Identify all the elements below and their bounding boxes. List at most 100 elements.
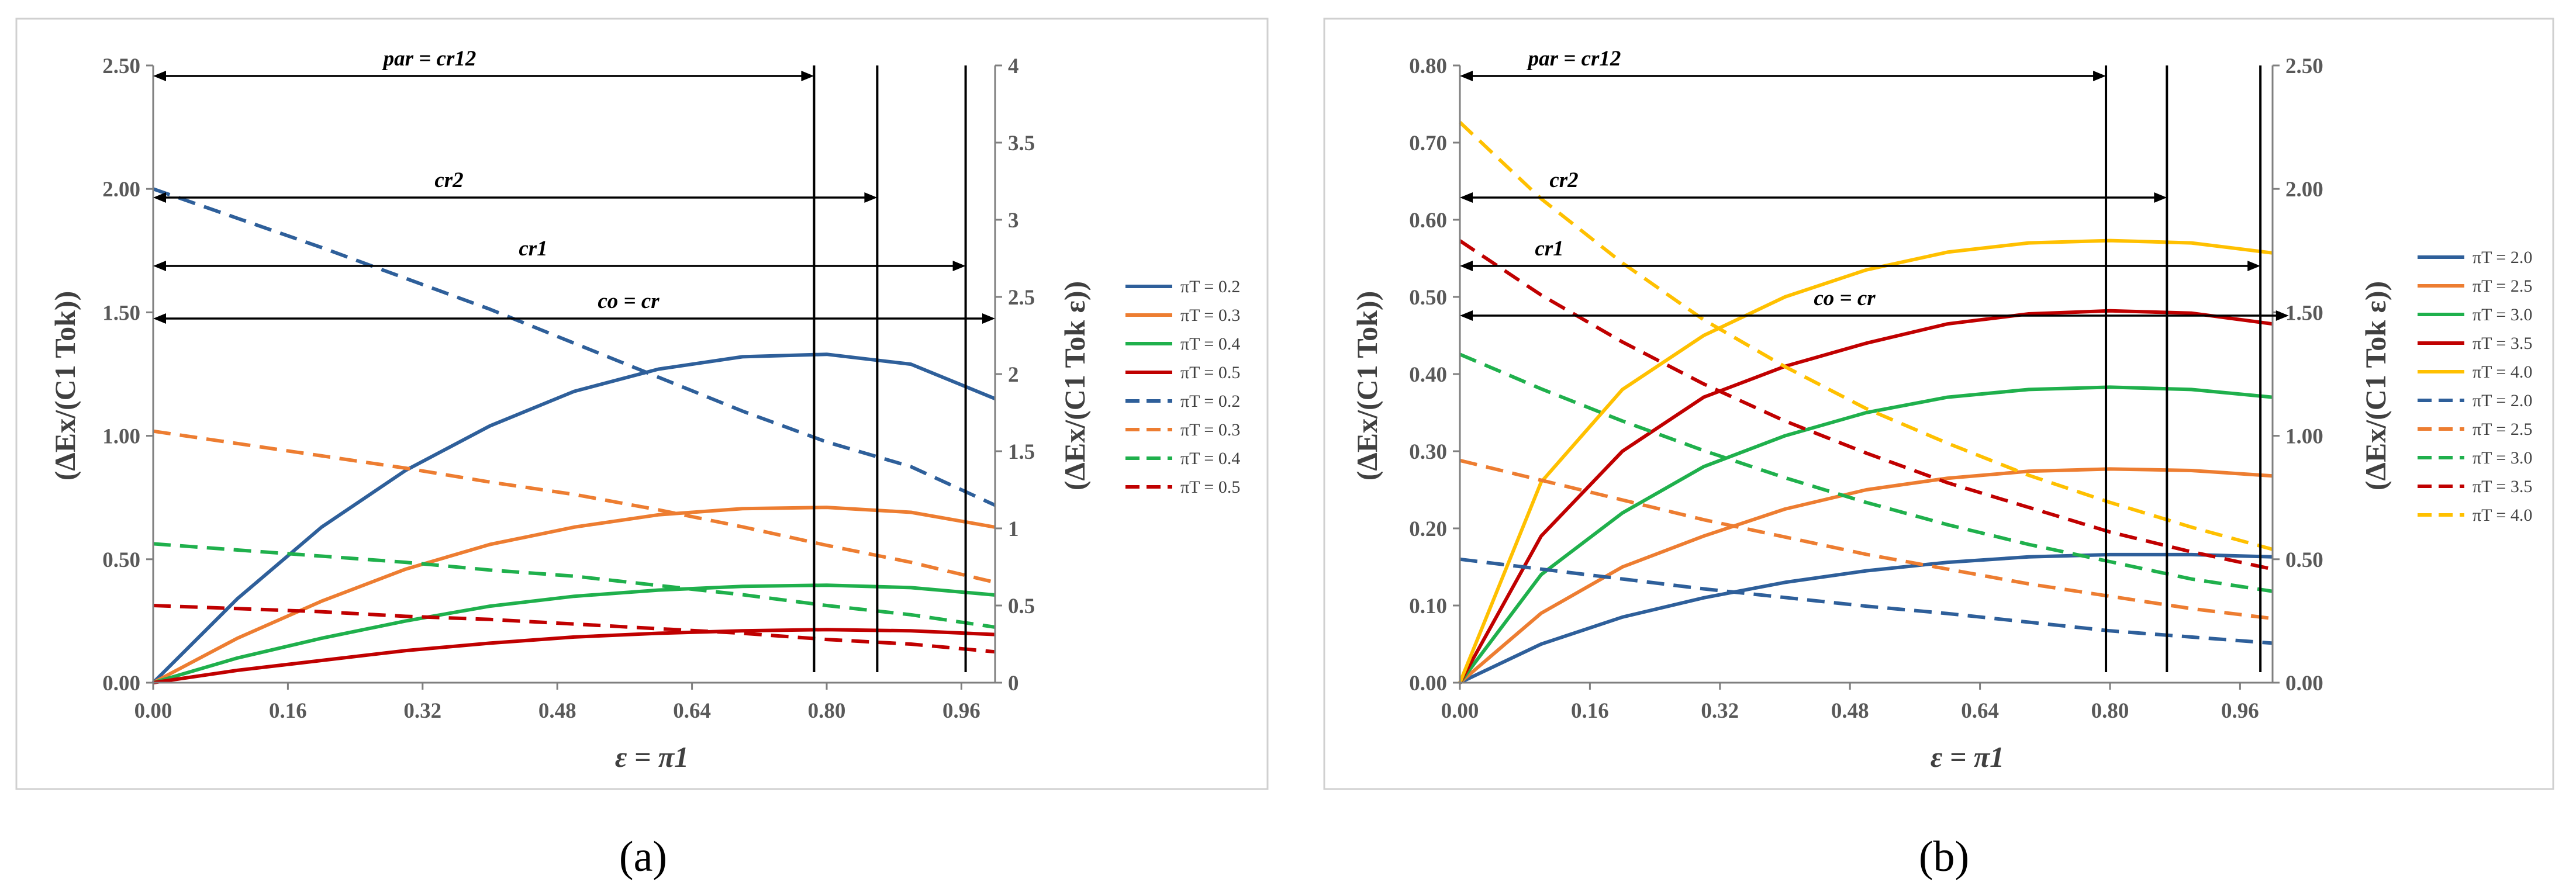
- chart-b-y2-tick-label: 2.00: [2285, 178, 2323, 202]
- chart-b-y2-tick-label: 1.00: [2285, 425, 2323, 449]
- chart-b-series-dashed-6: [1459, 458, 2273, 621]
- chart-b-series-solid-1: [1459, 467, 2273, 684]
- chart-b-y2-tick-label: 1.50: [2285, 301, 2323, 325]
- chart-b-legend-label-6: πT = 2.5: [2473, 420, 2532, 439]
- chart-b-series-dashed-9: [1458, 121, 2273, 551]
- chart-b-y-tick-label: 0.40: [1409, 363, 1447, 387]
- chart-b-axes: 0.00 0.10 0.20 0.30 0.40 0.50 0.60 0.70 0.80 0.00…: [1409, 54, 2323, 723]
- chart-frame-b: [1323, 18, 2554, 790]
- chart-b-y-tick-label: 0.50: [1409, 286, 1447, 310]
- chart-a-y-tick-label: 2.00: [102, 178, 140, 202]
- chart-a-series-dashed-4: [153, 187, 996, 507]
- chart-a-legend-label-7: πT = 0.5: [1180, 478, 1240, 497]
- chart-b-x-tick-label: 0.64: [1961, 699, 1999, 723]
- chart-b-x-tick-label: 0.48: [1831, 699, 1869, 723]
- chart-a-annotations: par = cr12 cr2 cr1 co = cr: [153, 47, 995, 672]
- chart-b-y2-tick-label: 0.50: [2285, 548, 2323, 572]
- chart-b-series-dashed-8: [1459, 239, 2273, 571]
- chart-b-legend-label-2: πT = 3.0: [2473, 305, 2532, 324]
- chart-panel-a: 0.00 0.50 1.00 1.50 2.00 2.50 0 0.5 1 1.5 2 2.5 3 3.5…: [15, 18, 1269, 790]
- chart-a-annotation-label-2: cr1: [519, 237, 547, 261]
- chart-a-arrowhead-right-0: [801, 71, 814, 81]
- chart-b-y-tick-label: 0.60: [1409, 209, 1447, 233]
- chart-a-legend-label-0: πT = 0.2: [1180, 277, 1240, 296]
- chart-b-series-solid-0: [1459, 552, 2273, 684]
- chart-b-annotation-label-0: par = cr12: [1527, 47, 1621, 71]
- chart-a-legend-label-4: πT = 0.2: [1180, 392, 1240, 411]
- chart-b-y-tick-label: 0.10: [1409, 594, 1447, 618]
- chart-b-arrowhead-right-2: [2247, 261, 2261, 271]
- chart-b-legend-label-0: πT = 2.0: [2473, 248, 2532, 267]
- chart-b-y2-title: (ΔEx/(C1 Tok ε)): [2359, 281, 2392, 490]
- chart-a-arrowhead-right-2: [952, 261, 966, 271]
- chart-a-y-tick-label: 1.00: [102, 425, 140, 449]
- chart-b-legend: πT = 2.0 πT = 2.5 πT = 3.0 πT = 3.5 πT = 4.0…: [2418, 248, 2532, 525]
- chart-a-y-tick-label: 0.50: [102, 548, 140, 572]
- chart-b-annotations: par = cr12 cr2 cr1 co = cr: [1460, 47, 2289, 672]
- chart-a-x-tick-label: 0.48: [538, 699, 576, 723]
- chart-a-series-solid-0: [151, 352, 996, 684]
- chart-a-legend-label-5: πT = 0.3: [1180, 420, 1240, 440]
- chart-a-legend-label-2: πT = 0.4: [1180, 334, 1240, 354]
- panel-label-b: (b): [1919, 833, 1969, 881]
- chart-a-arrowhead-left-1: [153, 192, 166, 203]
- chart-b-legend-label-3: πT = 3.5: [2473, 334, 2532, 353]
- chart-a-series-dashed-6: [153, 542, 996, 629]
- chart-panel-b: 0.00 0.10 0.20 0.30 0.40 0.50 0.60 0.70 0.80 0.00…: [1323, 18, 2554, 790]
- chart-b-arrowhead-left-1: [1460, 192, 1473, 203]
- chart-a-y-tick-label: 1.50: [102, 301, 140, 325]
- chart-a-y2-tick-label: 3: [1008, 209, 1019, 233]
- chart-a-arrowhead-right-1: [864, 192, 878, 203]
- chart-b-arrowhead-left-2: [1460, 261, 1473, 271]
- chart-a-annotation-label-0: par = cr12: [382, 47, 476, 71]
- chart-b-legend-label-1: πT = 2.5: [2473, 276, 2532, 296]
- chart-a-arrowhead-left-0: [153, 71, 166, 81]
- chart-a-x-tick-label: 0.32: [403, 699, 441, 723]
- chart-b-arrowhead-right-0: [2093, 71, 2107, 81]
- chart-b-x-tick-label: 0.16: [1571, 699, 1609, 723]
- chart-b-y2-tick-label: 2.50: [2285, 54, 2323, 78]
- chart-a-series-solid-3: [153, 628, 996, 684]
- chart-b-arrowhead-right-1: [2154, 192, 2167, 203]
- chart-b-annotation-label-1: cr2: [1549, 168, 1578, 192]
- chart-b-legend-label-8: πT = 3.5: [2473, 477, 2532, 496]
- chart-b-series-solid-4: [1458, 238, 2273, 684]
- chart-a-y-tick-label: 0.00: [102, 672, 140, 696]
- chart-b-x-tick-label: 0.96: [2221, 699, 2259, 723]
- chart-b-legend-label-4: πT = 4.0: [2473, 362, 2532, 382]
- chart-a-legend-label-3: πT = 0.5: [1180, 363, 1240, 382]
- chart-b-x-title: ε = π1: [1931, 741, 2004, 773]
- chart-a-y2-tick-label: 2.5: [1008, 286, 1035, 310]
- chart-a-y2-tick-label: 2: [1008, 363, 1019, 387]
- chart-b-y-tick-label: 0.00: [1409, 672, 1447, 696]
- chart-a-arrowhead-left-3: [153, 313, 166, 324]
- chart-b-lines: [1458, 121, 2273, 684]
- chart-b-y-title: (ΔEx/(C1 Tok)): [1351, 291, 1383, 480]
- chart-a-series-solid-1: [152, 506, 996, 684]
- chart-a-x-tick-label: 0.64: [673, 699, 711, 723]
- chart-a-arrowhead-left-2: [153, 261, 166, 271]
- chart-b-y-tick-label: 0.80: [1409, 54, 1447, 78]
- chart-a-y2-tick-label: 0.5: [1008, 594, 1035, 618]
- chart-a-y2-tick-label: 4: [1008, 54, 1019, 78]
- chart-b-legend-label-7: πT = 3.0: [2473, 448, 2532, 468]
- chart-a-y-tick-label: 2.50: [102, 54, 140, 78]
- chart-a-legend-label-1: πT = 0.3: [1180, 306, 1240, 325]
- chart-b-arrowhead-left-3: [1460, 310, 1473, 321]
- chart-a-x-tick-label: 0.96: [942, 699, 980, 723]
- chart-b-arrowhead-right-3: [2275, 310, 2289, 321]
- chart-a-series-solid-2: [153, 583, 996, 684]
- chart-a-series-dashed-5: [153, 429, 996, 584]
- chart-b-y-tick-label: 0.30: [1409, 440, 1447, 464]
- chart-a-legend-label-6: πT = 0.4: [1180, 449, 1240, 468]
- chart-a-annotation-label-1: cr2: [434, 168, 463, 192]
- chart-b-x-tick-label: 0.00: [1441, 699, 1479, 723]
- chart-b-x-tick-label: 0.32: [1701, 699, 1739, 723]
- chart-b-y-tick-label: 0.20: [1409, 517, 1447, 541]
- chart-a-x-tick-label: 0.80: [808, 699, 846, 723]
- chart-b-legend-label-9: πT = 4.0: [2473, 506, 2532, 525]
- chart-b-y2-tick-label: 0.00: [2285, 672, 2323, 696]
- chart-b-series-dashed-7: [1459, 352, 2273, 593]
- chart-b-series-solid-3: [1458, 309, 2273, 684]
